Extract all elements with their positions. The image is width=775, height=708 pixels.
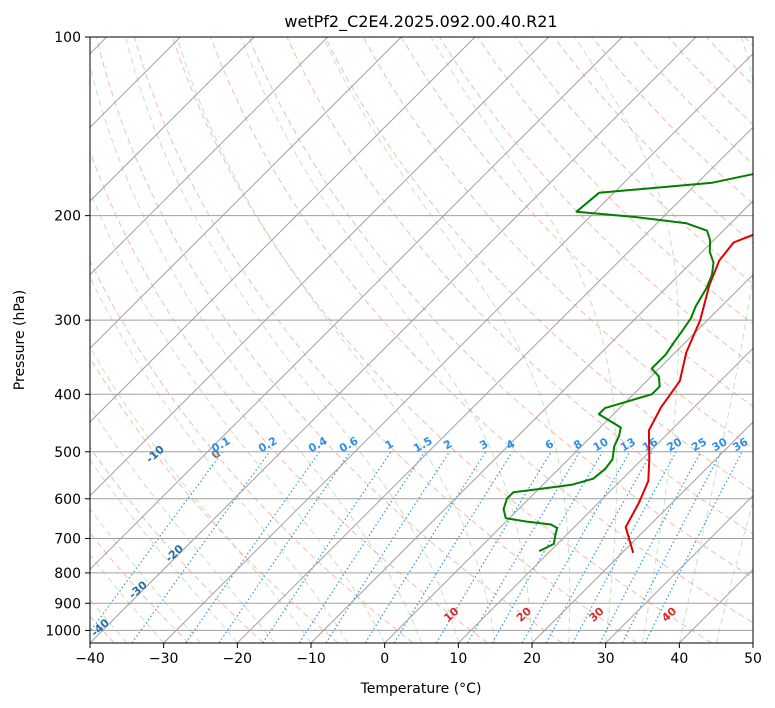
y-axis-ticks: 1000 900 800 700 600 500 400 300 200 100 (45, 30, 90, 639)
sounding-series (502, 173, 753, 554)
isotherm-line (310, 200, 753, 643)
x-tick-label: 20 (523, 651, 541, 667)
y-tick-label: 900 (54, 596, 81, 612)
temperature-line (624, 233, 753, 554)
moist-adiabat-line (125, 37, 459, 643)
moist-adiabat-line (678, 37, 753, 643)
x-axis-label: Temperature (°C) (360, 681, 482, 697)
dry-adiabat-line (286, 37, 753, 535)
dry-adiabat-line (90, 356, 339, 643)
y-tick-label: 200 (54, 209, 81, 225)
dry-adiabat-line (515, 37, 753, 285)
isotherm-line (90, 37, 697, 643)
moist-adiabat-line (90, 508, 201, 643)
isotherm-line (457, 347, 753, 643)
dry-adiabat-line (133, 37, 638, 643)
y-axis-label: Pressure (hPa) (12, 290, 28, 390)
isotherm-line (90, 37, 476, 423)
isotherm-line (90, 37, 329, 276)
x-tick-label: −30 (149, 651, 179, 667)
x-tick-label: −40 (75, 651, 105, 667)
moist-adiabat-line (90, 63, 422, 643)
dry-adiabat-line (172, 37, 712, 643)
moist-adiabat-line (90, 458, 238, 643)
dry-adiabat-line (90, 259, 414, 643)
y-tick-label: 1000 (45, 623, 81, 639)
y-tick-label: 600 (54, 492, 81, 508)
mixing-ratio-line (90, 451, 224, 633)
dry-adiabat-line (95, 37, 563, 643)
mixing-ratio-line (298, 451, 426, 643)
pressure-grid (90, 37, 753, 631)
mixing-ratio-line (435, 451, 552, 643)
mixing-ratio-line (185, 451, 321, 643)
moist-adiabat-line (715, 499, 753, 643)
moist-adiabat-line (430, 37, 618, 643)
chart-title: wetPf2_C2E4.2025.092.00.40.R21 (284, 12, 557, 32)
isotherm-line (531, 421, 753, 643)
mixing-ratio-line (521, 451, 631, 643)
y-tick-label: 700 (54, 532, 81, 548)
x-tick-label: −10 (296, 651, 326, 667)
moist-adiabat-line (574, 37, 679, 643)
plot-frame (89, 36, 754, 644)
dry-adiabat-line (210, 37, 753, 624)
y-tick-label: 100 (54, 30, 81, 46)
y-tick-label: 300 (54, 313, 81, 329)
x-tick-label: 50 (744, 651, 762, 667)
dry-adiabat-line (90, 446, 264, 643)
mixing-ratio-line (325, 451, 451, 643)
isotherm-line (163, 52, 753, 643)
mixing-ratio-line (218, 451, 351, 643)
isotherm-line (90, 37, 402, 350)
x-tick-label: 40 (670, 651, 688, 667)
moist-adiabat-line (90, 598, 128, 643)
moist-adiabat-line (322, 37, 571, 643)
mixing-ratio-line (599, 451, 702, 643)
isotherm-line (90, 37, 550, 497)
moist-adiabat-line (90, 554, 165, 643)
y-tick-label: 400 (54, 387, 81, 403)
plot-area: -40-30-20-10 010 20 30 40 0.1 0.2 0.4 0.6 1 1.5 2 3… (90, 37, 753, 643)
dewpoint-line (502, 173, 753, 552)
isotherm-line (90, 37, 255, 202)
y-tick-label: 500 (54, 445, 81, 461)
isotherm-line (605, 494, 753, 643)
x-tick-label: −20 (223, 651, 253, 667)
mixing-ratio-line (572, 451, 677, 643)
dry-adiabat-line (324, 37, 753, 492)
dry-adiabat-line (248, 37, 753, 579)
mixing-ratio-line (644, 451, 743, 643)
y-tick-label: 800 (54, 566, 81, 582)
isotherm-grid (90, 37, 753, 643)
isotherm-line (384, 273, 753, 643)
moist-adiabat-line (90, 405, 275, 643)
mixing-ratio-line (364, 451, 487, 643)
isotherm-line (90, 37, 623, 571)
mixing-ratio-lines (90, 451, 743, 643)
x-tick-label: 0 (380, 651, 389, 667)
moist-adiabat-line (90, 189, 386, 643)
moist-adiabat-line (90, 276, 349, 643)
isotherm-line (236, 126, 753, 643)
mixing-ratio-line (131, 451, 271, 643)
mixing-ratio-line (545, 451, 653, 643)
dry-adiabat-line (477, 37, 753, 325)
moist-adiabat-line (176, 37, 496, 643)
dry-adiabats (90, 37, 753, 643)
x-tick-label: 10 (449, 651, 467, 667)
moist-adiabat-line (240, 37, 533, 643)
x-tick-label: 30 (597, 651, 615, 667)
mixing-ratio-line (262, 451, 392, 643)
x-axis-ticks: −40 −30 −20 −10 0 10 20 30 40 50 (75, 643, 762, 667)
